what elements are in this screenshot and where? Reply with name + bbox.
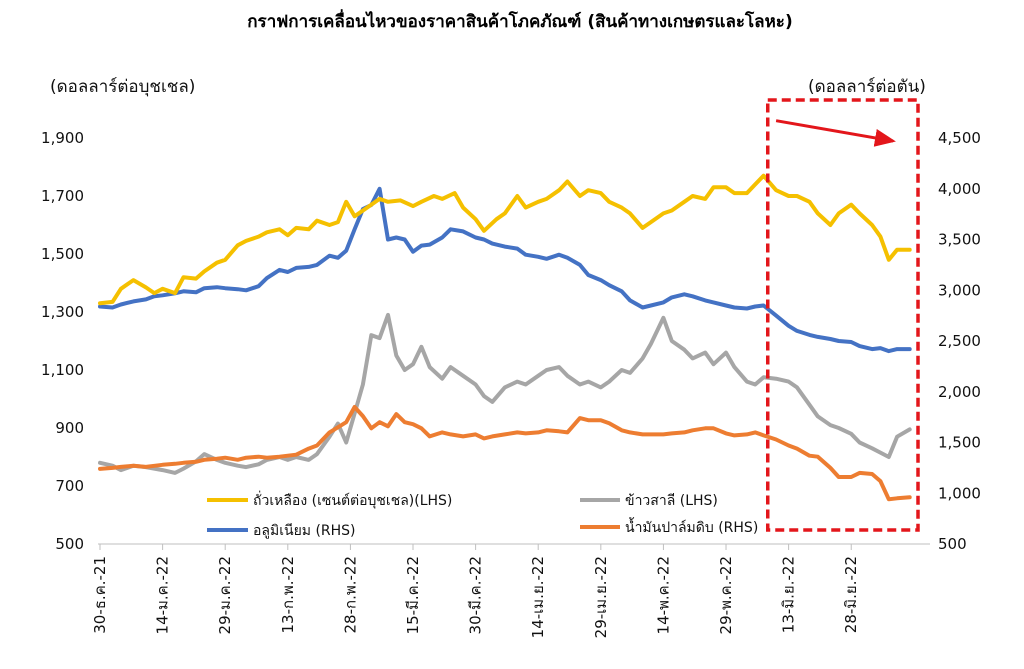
x-tick-label: 30-ธ.ค.-21 (91, 556, 109, 634)
right-tick-label: 2,500 (938, 332, 981, 350)
x-tick-label: 28-มิ.ย.-22 (842, 556, 860, 633)
left-tick-label: 900 (55, 419, 84, 437)
left-tick-label: 700 (55, 477, 84, 495)
right-tick-label: 1,000 (938, 484, 981, 502)
left-axis-unit-label: (ดอลลาร์ต่อบุชเชล) (50, 77, 195, 97)
x-tick-label: 14-ม.ค.-22 (154, 556, 172, 634)
x-tick-label: 30-มี.ค.-22 (467, 556, 485, 634)
legend-label-wheat: ข้าวสาลี (LHS) (625, 493, 718, 509)
chart-title: กราฟการเคลื่อนไหวของราคาสินค้าโภคภัณฑ์ (… (247, 9, 792, 32)
right-tick-label: 4,000 (938, 180, 981, 198)
right-tick-label: 3,500 (938, 231, 981, 249)
left-axis: 500 700 900 1,100 1,300 1,500 1,700 1,900 (41, 129, 84, 553)
x-tick-label: 15-มี.ค.-22 (404, 556, 422, 634)
right-tick-label: 4,500 (938, 129, 981, 147)
x-axis: 30-ธ.ค.-21 14-ม.ค.-22 29-ม.ค.-22 13-ก.พ.-22… (91, 544, 860, 638)
series-palm-oil (98, 405, 912, 502)
series-lines (98, 173, 912, 502)
trend-arrow-icon (775, 119, 896, 147)
left-tick-label: 1,300 (41, 303, 84, 321)
left-tick-label: 1,100 (41, 361, 84, 379)
highlight-box (766, 98, 920, 532)
right-axis-unit-label: (ดอลลาร์ต่อตัน) (808, 77, 926, 97)
x-tick-label: 13-ก.พ.-22 (279, 556, 297, 634)
left-tick-label: 1,500 (41, 245, 84, 263)
x-tick-label: 29-ม.ค.-22 (216, 556, 234, 634)
x-tick-label: 13-มิ.ย.-22 (780, 556, 798, 633)
legend-label-aluminium: อลูมิเนียม (RHS) (253, 523, 356, 539)
x-tick-label: 14-พ.ค.-22 (654, 556, 672, 634)
legend-label-palm-oil: น้ำมันปาล์มดิบ (RHS) (625, 517, 758, 536)
left-tick-label: 1,700 (41, 187, 84, 205)
right-tick-label: 2,000 (938, 383, 981, 401)
right-axis: 500 1,000 1,500 2,000 2,500 3,000 3,500 4,000 4,… (938, 129, 981, 553)
right-tick-label: 3,000 (938, 281, 981, 299)
x-tick-label: 29-พ.ค.-22 (717, 556, 735, 634)
legend: ถั่วเหลือง (เซนต์ต่อบุชเชล)(LHS) ข้าวสาล… (207, 491, 758, 539)
series-aluminium (98, 186, 912, 354)
series-soybean (98, 173, 912, 306)
x-tick-label: 29-เม.ย.-22 (592, 556, 610, 638)
x-tick-label: 28-ก.พ.-22 (341, 556, 359, 634)
left-tick-label: 500 (55, 535, 84, 553)
left-tick-label: 1,900 (41, 129, 84, 147)
right-tick-label: 1,500 (938, 434, 981, 452)
legend-label-soybean: ถั่วเหลือง (เซนต์ต่อบุชเชล)(LHS) (253, 491, 452, 509)
x-tick-label: 14-เม.ย.-22 (529, 556, 547, 638)
right-tick-label: 500 (938, 535, 967, 553)
series-wheat (98, 312, 912, 475)
